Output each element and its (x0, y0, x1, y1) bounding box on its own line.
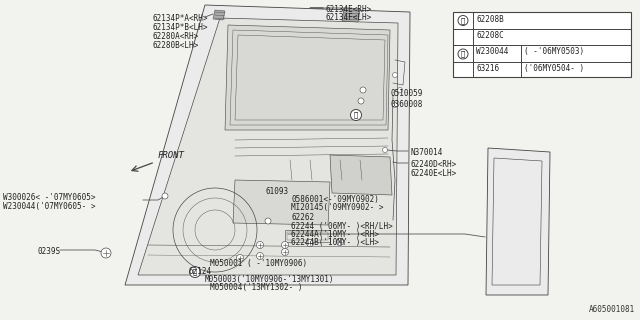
Circle shape (265, 218, 271, 224)
Circle shape (237, 254, 243, 261)
Text: ②: ② (193, 269, 197, 275)
Circle shape (257, 252, 264, 260)
Text: M050003('10MY0906-'13MY1301): M050003('10MY0906-'13MY1301) (205, 275, 335, 284)
Text: 62240E<LH>: 62240E<LH> (410, 169, 456, 178)
Text: 62124: 62124 (188, 267, 211, 276)
Polygon shape (330, 155, 392, 195)
Circle shape (392, 73, 397, 77)
Text: 62134E<RH>: 62134E<RH> (325, 5, 371, 14)
Bar (453, 12, 631, 77)
Circle shape (337, 238, 344, 245)
Circle shape (383, 148, 387, 153)
Text: 62240D<RH>: 62240D<RH> (410, 160, 456, 169)
Circle shape (458, 15, 468, 26)
Text: 62134P*A<RH>: 62134P*A<RH> (152, 14, 207, 23)
Text: 62208B: 62208B (476, 15, 504, 24)
Text: 0510059: 0510059 (390, 89, 422, 98)
Text: FRONT: FRONT (158, 151, 185, 160)
Text: M050001 ( -'10MY0906): M050001 ( -'10MY0906) (210, 259, 307, 268)
Text: W230044: W230044 (476, 47, 508, 56)
Text: 62262: 62262 (291, 213, 314, 222)
Text: 0586001<-'09MY0902): 0586001<-'09MY0902) (291, 195, 379, 204)
Circle shape (397, 87, 403, 92)
Bar (287, 232, 328, 240)
Text: ①: ① (461, 17, 465, 24)
Text: 62244A('10MY- )<RH>: 62244A('10MY- )<RH> (291, 230, 379, 239)
Polygon shape (225, 25, 390, 130)
Text: 62208C: 62208C (476, 31, 504, 40)
Circle shape (458, 49, 468, 59)
Circle shape (392, 102, 397, 108)
Text: A605001081: A605001081 (589, 305, 635, 314)
Text: ( -'06MY0503): ( -'06MY0503) (524, 47, 584, 56)
Text: 62244B('10MY- )<LH>: 62244B('10MY- )<LH> (291, 238, 379, 247)
Text: ①: ① (354, 112, 358, 118)
Circle shape (307, 239, 314, 246)
Text: ('06MY0504- ): ('06MY0504- ) (524, 64, 584, 73)
Bar (285, 230, 330, 242)
Circle shape (101, 248, 111, 258)
Circle shape (282, 249, 289, 255)
Text: 0360008: 0360008 (390, 100, 422, 109)
Circle shape (360, 87, 366, 93)
Text: 62134F<LH>: 62134F<LH> (325, 13, 371, 22)
Text: 61093: 61093 (265, 187, 288, 196)
Text: 62280B<LH>: 62280B<LH> (152, 41, 198, 50)
Circle shape (162, 193, 168, 199)
Circle shape (358, 98, 364, 104)
Circle shape (282, 242, 289, 249)
Text: 62134P*B<LH>: 62134P*B<LH> (152, 23, 207, 32)
Text: W230044('07MY0605- >: W230044('07MY0605- > (3, 202, 95, 211)
Text: 62244 ('06MY- )<RH/LH>: 62244 ('06MY- )<RH/LH> (291, 222, 393, 231)
Circle shape (189, 267, 200, 277)
Text: MI20145('09MY0902- >: MI20145('09MY0902- > (291, 203, 383, 212)
Polygon shape (342, 8, 360, 22)
Text: W300026< -'07MY0605>: W300026< -'07MY0605> (3, 193, 95, 202)
Text: N370014: N370014 (410, 148, 442, 157)
Text: 63216: 63216 (476, 64, 499, 73)
Polygon shape (233, 180, 330, 225)
Polygon shape (125, 5, 410, 285)
Polygon shape (213, 10, 225, 20)
Circle shape (351, 109, 362, 121)
Text: ②: ② (461, 51, 465, 57)
Circle shape (257, 242, 264, 249)
Text: 62280A<RH>: 62280A<RH> (152, 32, 198, 41)
Text: M050004('13MY1302- ): M050004('13MY1302- ) (210, 283, 303, 292)
Text: 0239S: 0239S (37, 247, 60, 256)
Polygon shape (486, 148, 550, 295)
Polygon shape (138, 18, 398, 275)
